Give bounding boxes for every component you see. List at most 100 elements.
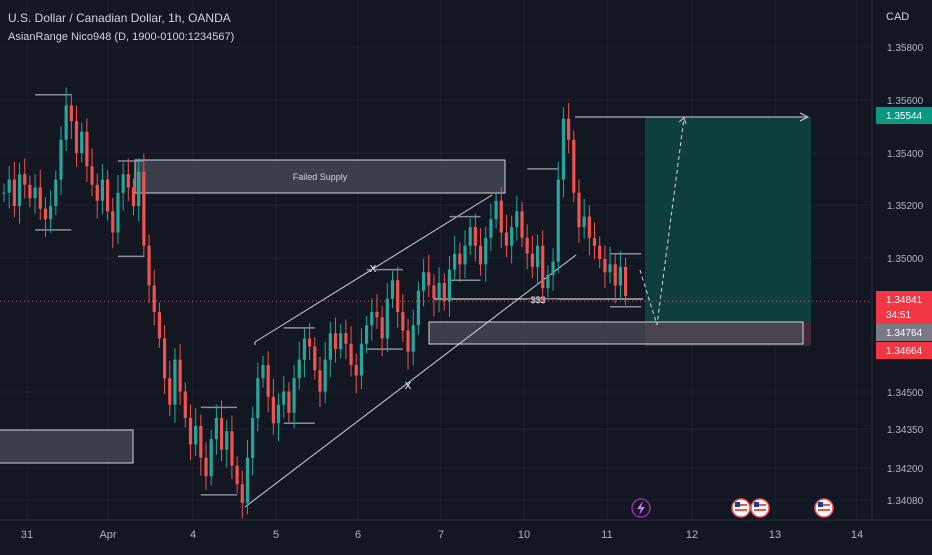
candle-body: [90, 166, 94, 185]
candle-body: [199, 425, 203, 458]
candle-body: [344, 333, 348, 344]
time-tick: 10: [518, 529, 530, 541]
candle-body: [551, 261, 555, 275]
candle-body: [375, 312, 379, 318]
candle-body: [121, 174, 125, 193]
candle-body: [297, 359, 301, 379]
candle-body: [453, 253, 457, 270]
time-tick: Apr: [99, 529, 116, 541]
candle-body: [80, 131, 84, 153]
time-tick: 11: [601, 529, 612, 541]
candle-body: [271, 396, 275, 424]
projection-path[interactable]: [639, 117, 685, 326]
candle-body: [33, 187, 37, 199]
candle-body: [504, 232, 509, 246]
candle-body: [380, 317, 384, 339]
failed-supply-box[interactable]: [134, 159, 506, 194]
candle-body: [608, 264, 612, 273]
candle-body: [411, 325, 415, 352]
candle-body: [567, 118, 571, 140]
candle-body: [370, 312, 374, 326]
candle-body: [251, 418, 255, 458]
asian-range-lines: [35, 93, 642, 496]
candle-body: [74, 121, 79, 153]
candle-body: [484, 237, 488, 265]
candle-body: [100, 179, 105, 201]
candle-body: [131, 187, 136, 206]
candle-body: [390, 280, 395, 299]
candle-body: [85, 131, 89, 167]
candle-body: [437, 282, 441, 299]
channel-lower-line[interactable]: [244, 254, 577, 508]
candle-body: [235, 465, 239, 485]
candle-body: [354, 365, 358, 376]
candle-body: [147, 245, 151, 286]
candle-body: [17, 174, 22, 206]
demand-box-right[interactable]: [428, 321, 804, 345]
candle-body: [427, 272, 431, 286]
candle-body: [266, 365, 270, 397]
candle-body: [587, 216, 591, 238]
candle-body: [401, 312, 405, 331]
failed-supply-label: Failed Supply: [293, 172, 348, 182]
price-tick: 1.35600: [887, 96, 924, 107]
candle-body: [276, 404, 281, 424]
us-flag-icon[interactable]: [814, 498, 834, 518]
currency-label: CAD: [886, 11, 909, 23]
price-tick: 1.35800: [887, 43, 924, 54]
candle-body: [219, 418, 224, 450]
candle-body: [240, 484, 244, 503]
candle-body: [157, 312, 161, 339]
candle-body: [489, 219, 493, 238]
us-flag-icon[interactable]: [731, 498, 751, 518]
target-price-label: 1.35544: [886, 111, 923, 122]
candle-body: [49, 206, 53, 220]
candle-body: [23, 174, 27, 185]
candle-body: [28, 184, 32, 199]
last-price-label: 1.34841: [886, 295, 923, 306]
price-tick: 1.35400: [887, 149, 924, 160]
time-tick: 4: [190, 529, 196, 541]
target-zone[interactable]: [645, 117, 811, 321]
demand-box-left[interactable]: [0, 429, 134, 464]
candle-body: [188, 418, 193, 445]
candle-body: [473, 227, 477, 246]
candle-body: [478, 245, 483, 265]
lightning-event-icon[interactable]: [631, 498, 651, 518]
candle-body: [256, 378, 260, 418]
candle-body: [64, 105, 68, 140]
candle-body: [137, 171, 141, 206]
us-flag-icon[interactable]: [750, 498, 770, 518]
candle-body: [618, 266, 623, 286]
candle-body: [510, 227, 514, 246]
candle-body: [173, 359, 177, 405]
candle-body: [178, 359, 182, 392]
candle-body: [515, 211, 519, 228]
candles: [2, 87, 628, 519]
candle-body: [54, 179, 58, 206]
candle-body: [624, 266, 628, 297]
candle-body: [308, 338, 312, 347]
price-axis[interactable]: 1.35800 1.35600 1.35400 1.35200 1.35000 …: [887, 43, 924, 507]
candle-body: [230, 431, 234, 466]
price-tick: 1.35200: [887, 201, 924, 212]
symbol-title: U.S. Dollar / Canadian Dollar, 1h, OANDA: [8, 11, 231, 25]
candle-body: [499, 200, 503, 233]
liquidity-label: $$$: [530, 295, 545, 305]
time-axis[interactable]: 31 Apr 4 5 6 7 10 11 12 13 14: [21, 529, 863, 541]
candle-body: [530, 253, 534, 267]
candle-body: [287, 391, 291, 413]
candle-body: [292, 378, 296, 413]
price-tick: 1.34350: [887, 425, 924, 436]
time-tick: 12: [686, 529, 698, 541]
candle-body: [106, 179, 110, 212]
price-tick: 1.34080: [887, 496, 924, 507]
candle-body: [43, 208, 48, 220]
candle-body: [582, 216, 586, 228]
candle-body: [59, 139, 63, 180]
price-tick: 1.34500: [887, 388, 924, 399]
channel-upper-line[interactable]: [254, 194, 493, 343]
countdown-label: 34:51: [886, 310, 911, 321]
